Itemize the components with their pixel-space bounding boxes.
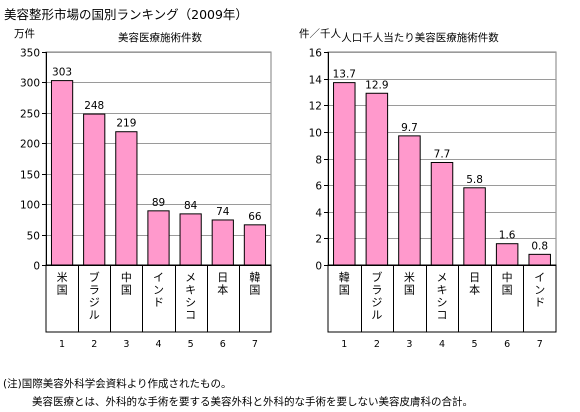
category-label: 米国 (57, 271, 68, 297)
value-label: 303 (52, 67, 72, 79)
page-title: 美容整形市場の国別ランキング（2009年） (4, 7, 248, 22)
category-label: インド (534, 271, 545, 309)
chart-title: 美容医療施術件数 (118, 31, 202, 44)
unit-label: 件／千人 (299, 28, 341, 40)
y-tick-label: 16 (309, 48, 323, 60)
y-tick-label: 350 (20, 48, 40, 60)
y-tick-label: 6 (315, 181, 322, 193)
chart-title: 人口千人当たり美容医療施術件数 (341, 31, 499, 44)
bar (333, 82, 356, 266)
rank-label: 5 (472, 339, 478, 350)
rank-label: 1 (59, 339, 65, 350)
value-label: 219 (116, 118, 136, 130)
category-label: メキシコ (437, 271, 448, 322)
category-label: 日本 (217, 271, 228, 297)
category-label: ブラジル (89, 270, 100, 322)
y-tick-label: 8 (315, 155, 322, 167)
rank-label: 6 (504, 339, 510, 350)
bar (398, 135, 421, 266)
value-label: 7.7 (434, 148, 451, 160)
bar (463, 187, 486, 266)
bar (430, 161, 454, 266)
y-tick-label: 0 (315, 261, 322, 273)
rank-label: 2 (374, 339, 380, 350)
category-label: インド (153, 271, 164, 309)
rank-label: 1 (341, 339, 347, 350)
category-label: 中国 (121, 271, 132, 297)
bar (528, 253, 551, 266)
value-label: 89 (152, 197, 165, 209)
rank-label: 4 (439, 339, 445, 350)
rank-label: 7 (537, 339, 543, 350)
value-label: 248 (84, 100, 104, 112)
category-label: 日本 (469, 271, 480, 297)
category-label: 米国 (404, 271, 415, 297)
category-label: 韓国 (339, 271, 350, 297)
y-tick-label: 12 (309, 101, 322, 113)
y-tick-label: 300 (20, 78, 40, 90)
value-label: 12.9 (365, 79, 388, 91)
category-label: 韓国 (249, 271, 260, 297)
value-label: 74 (216, 206, 230, 218)
y-tick-label: 150 (20, 170, 40, 182)
y-tick-label: 14 (309, 75, 323, 87)
rank-label: 5 (188, 339, 194, 350)
rank-label: 6 (220, 339, 226, 350)
y-tick-label: 10 (309, 128, 322, 140)
bar (365, 92, 389, 266)
y-tick-label: 50 (27, 231, 40, 243)
value-label: 84 (184, 200, 198, 212)
y-tick-label: 2 (315, 234, 322, 246)
y-tick-label: 250 (20, 109, 40, 121)
value-label: 9.7 (401, 122, 418, 134)
bar (495, 243, 519, 266)
category-label: 中国 (502, 271, 513, 297)
definition-note: 美容医療とは、外科的な手術を要する美容外科と外科的な手術を要しない美容皮膚科の合… (32, 396, 473, 408)
rank-label: 2 (91, 339, 97, 350)
rank-label: 3 (406, 339, 412, 350)
rank-label: 7 (252, 339, 258, 350)
y-tick-label: 200 (20, 139, 40, 151)
value-label: 0.8 (531, 240, 548, 252)
value-label: 13.7 (333, 69, 356, 81)
rank-label: 4 (155, 339, 161, 350)
category-label: ブラジル (371, 270, 382, 322)
source-note: (注)国際美容外科学会資料より作成されたもの。 (3, 378, 232, 390)
value-label: 5.8 (466, 174, 483, 186)
category-label: メキシコ (185, 271, 196, 322)
rank-label: 3 (123, 339, 129, 350)
unit-label: 万件 (14, 28, 35, 40)
value-label: 1.6 (499, 230, 516, 242)
value-label: 66 (248, 211, 262, 223)
y-tick-label: 100 (20, 200, 40, 212)
y-tick-label: 4 (315, 208, 322, 220)
y-tick-label: 0 (33, 261, 40, 273)
